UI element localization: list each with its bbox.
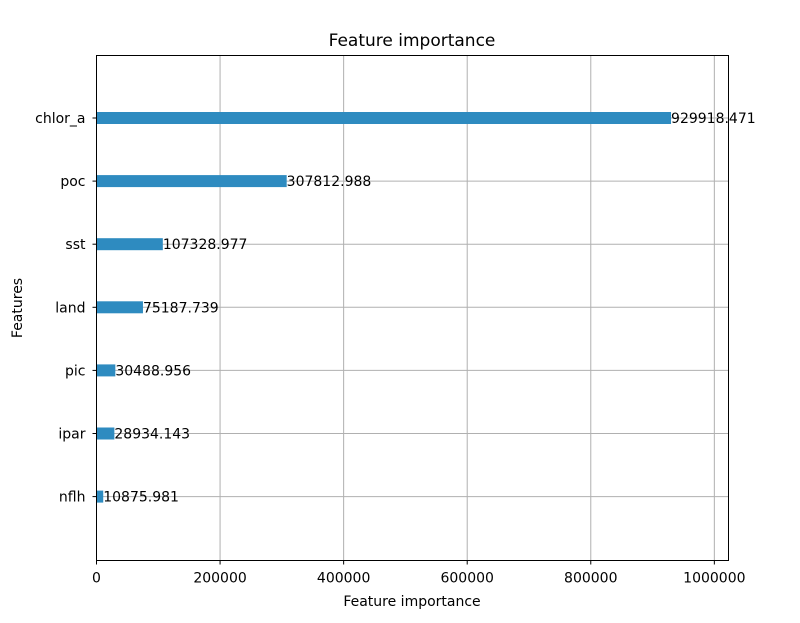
chart-title: Feature importance: [329, 31, 496, 51]
data-label-pic: 30488.956: [115, 363, 191, 379]
y-tick-label-ipar: ipar: [58, 427, 85, 443]
bar-poc: [96, 175, 287, 188]
y-tick-label-chlor_a: chlor_a: [35, 111, 85, 127]
ticks: [92, 117, 715, 565]
grid-lines: [96, 55, 729, 561]
data-label-land: 75187.739: [143, 300, 219, 316]
x-tick-label: 0: [92, 571, 101, 587]
data-label-ipar: 28934.143: [114, 427, 190, 443]
y-tick-label-poc: poc: [60, 174, 85, 190]
bar-ipar: [96, 427, 115, 440]
x-tick-label: 600000: [440, 571, 493, 587]
y-tick-label-sst: sst: [65, 237, 86, 253]
bar-pic: [96, 364, 116, 377]
data-label-chlor_a: 929918.471: [671, 111, 756, 127]
data-label-poc: 307812.988: [287, 174, 372, 190]
labels: 0 200000 400000 600000 800000 1000000 chlor_a 9…: [35, 111, 756, 587]
data-label-sst: 107328.977: [163, 237, 248, 253]
y-axis-label: Features: [10, 278, 26, 338]
plot-frame: [96, 55, 729, 561]
bar-land: [96, 301, 143, 314]
x-tick-label: 800000: [564, 571, 617, 587]
data-label-nflh: 10875.981: [103, 490, 179, 506]
x-tick-label: 400000: [317, 571, 370, 587]
bar-nflh: [96, 490, 104, 503]
y-tick-label-pic: pic: [65, 363, 85, 379]
bar-chlor_a: [96, 112, 672, 124]
bars: [96, 112, 672, 503]
bar-sst: [96, 238, 163, 251]
x-tick-label: 1000000: [683, 571, 745, 587]
x-axis-label: Feature importance: [343, 594, 480, 610]
y-tick-label-nflh: nflh: [59, 490, 86, 506]
y-tick-label-land: land: [55, 300, 85, 316]
x-tick-label: 200000: [193, 571, 246, 587]
